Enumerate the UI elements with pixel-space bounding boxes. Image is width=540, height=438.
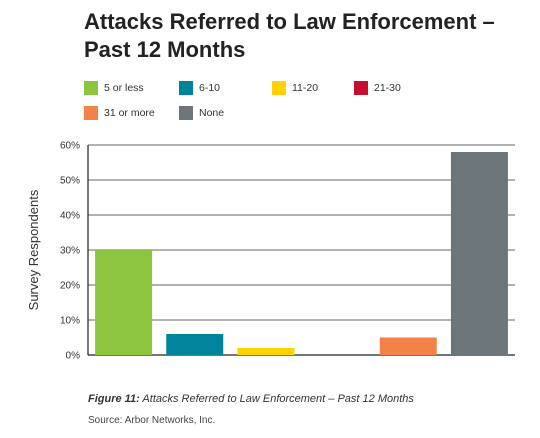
legend-label: 31 or more <box>104 107 155 119</box>
legend-label: 21-30 <box>374 82 401 94</box>
y-axis-title: Survey Respondents <box>26 189 41 310</box>
y-tick-label: 50% <box>60 176 80 187</box>
chart-title: Attacks Referred to Law Enforcement – Pa… <box>84 9 495 62</box>
legend-item-6-10: 6-10 <box>179 80 220 96</box>
legend-item-none: None <box>179 105 224 121</box>
bar <box>379 337 437 355</box>
legend-swatch <box>84 106 98 120</box>
legend-label: 6-10 <box>199 82 221 94</box>
legend-swatch <box>272 81 286 95</box>
legend-label: 11-20 <box>292 82 319 94</box>
y-tick-label: 40% <box>60 211 80 222</box>
figure-caption-label: Figure 11: <box>88 393 140 405</box>
bar <box>450 152 508 355</box>
figure-caption: Figure 11: Attacks Referred to Law Enfor… <box>88 392 528 406</box>
figure-caption-text: Attacks Referred to Law Enforcement – Pa… <box>142 393 414 405</box>
source-note: Source: Arbor Networks, Inc. <box>88 415 216 426</box>
bar-chart: 0% 10% 20% 30% 40% 50% 60% Survey Respondents <box>0 130 540 370</box>
y-tick-label: 30% <box>60 246 80 257</box>
legend-item-31-or-more: 31 or more <box>84 105 155 121</box>
y-tick-label: 60% <box>60 141 80 152</box>
legend-swatch <box>354 81 368 95</box>
chart-svg: 0% 10% 20% 30% 40% 50% 60% Survey Respondents <box>26 141 515 362</box>
bar <box>237 348 295 355</box>
legend-swatch <box>179 106 193 120</box>
legend-swatch <box>179 81 193 95</box>
legend-item-11-20: 11-20 <box>272 80 318 96</box>
chart-legend: 5 or less 6-10 11-20 21-30 31 or more No… <box>84 80 504 124</box>
y-tick-label: 20% <box>60 281 80 292</box>
y-tick-label: 0% <box>66 351 81 362</box>
bar <box>95 250 153 355</box>
legend-item-5-or-less: 5 or less <box>84 80 144 96</box>
bar <box>166 334 224 355</box>
legend-label: 5 or less <box>104 82 144 94</box>
legend-label: None <box>199 107 225 119</box>
legend-swatch <box>84 81 98 95</box>
y-tick-label: 10% <box>60 316 80 327</box>
legend-item-21-30: 21-30 <box>354 80 401 96</box>
